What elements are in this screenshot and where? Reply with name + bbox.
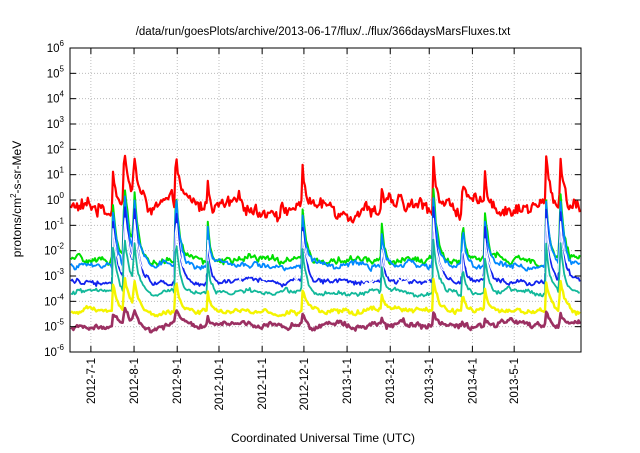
y-tick-label: 10-2 [44, 242, 64, 258]
y-tick-exponent: -3 [57, 267, 65, 276]
y-tick-base: 10 [44, 271, 57, 283]
y-tick-label: 10-6 [44, 343, 64, 359]
chart-title: /data/run/goesPlots/archive/2013-06-17/f… [136, 26, 511, 38]
y-tick-labels: 10-610-510-410-310-210-11001011021031041… [44, 39, 64, 359]
y-tick-label: 10-3 [44, 267, 64, 283]
y-tick-label: 104 [47, 90, 65, 106]
y-tick-label: 10-1 [44, 216, 64, 232]
y-tick-exponent: -5 [57, 318, 65, 327]
y-tick-base: 10 [44, 347, 57, 359]
y-tick-exponent: -6 [57, 343, 65, 352]
y-axis-label-sup: 2 [9, 193, 18, 198]
y-tick-exponent: 4 [60, 90, 65, 99]
x-tick-label: 2012-8-1 [129, 358, 141, 404]
y-axis-label-suffix: -s-sr-MeV [10, 141, 24, 194]
x-tick-label: 2012-12-1 [299, 358, 311, 410]
y-tick-label: 106 [47, 39, 65, 55]
x-tick-label: 2013-5-1 [509, 358, 521, 404]
y-tick-base: 10 [47, 119, 60, 131]
y-tick-exponent: -1 [57, 216, 65, 225]
y-tick-base: 10 [47, 144, 60, 156]
series-line-8 [70, 306, 582, 334]
x-tick-labels: 2012-7-1 2012-8-1 2012-9-1 2012-10-1 2012-11… [86, 358, 521, 410]
y-tick-exponent: -4 [57, 292, 65, 301]
y-tick-label: 103 [47, 115, 65, 131]
series-line-5 [70, 217, 581, 283]
y-tick-base: 10 [44, 296, 57, 308]
y-tick-base: 10 [47, 68, 60, 80]
x-tick-label: 2012-10-1 [214, 358, 226, 410]
x-tick-label: 2013-2-1 [385, 358, 397, 404]
y-tick-base: 10 [44, 220, 57, 232]
x-tick-label: 2012-9-1 [172, 358, 184, 404]
y-tick-label: 102 [47, 140, 65, 156]
y-tick-base: 10 [47, 170, 60, 182]
y-tick-exponent: 6 [60, 39, 65, 48]
y-axis-label-prefix: protons/cm [10, 198, 24, 257]
y-tick-base: 10 [47, 43, 60, 55]
x-axis-label: Coordinated Universal Time (UTC) [231, 431, 415, 445]
axis-ticks [70, 47, 581, 353]
y-tick-label: 105 [47, 64, 65, 80]
series-line-1 [69, 154, 581, 224]
series-line-4 [70, 206, 581, 288]
series-group [69, 154, 582, 334]
y-tick-exponent: 0 [60, 191, 65, 200]
y-tick-exponent: 1 [60, 166, 65, 175]
y-tick-base: 10 [47, 94, 60, 106]
y-tick-label: 10-4 [44, 292, 64, 308]
y-tick-label: 10-5 [44, 318, 64, 334]
y-tick-base: 10 [44, 246, 57, 258]
y-tick-exponent: 3 [60, 115, 65, 124]
x-tick-label: 2012-11-1 [257, 358, 269, 410]
y-tick-label: 100 [47, 191, 65, 207]
series-line-7 [70, 277, 581, 318]
y-axis-label: protons/cm2-s-sr-MeV [9, 141, 24, 257]
x-tick-label: 2013-1-1 [342, 358, 354, 404]
y-tick-base: 10 [47, 195, 60, 207]
x-tick-label: 2013-4-1 [467, 358, 479, 404]
y-tick-exponent: -2 [57, 242, 65, 251]
y-tick-base: 10 [44, 322, 57, 334]
series-line-3 [70, 195, 581, 273]
x-tick-label: 2013-3-1 [424, 358, 436, 404]
y-tick-exponent: 5 [60, 64, 65, 73]
y-tick-exponent: 2 [60, 140, 65, 149]
series-line-6 [70, 238, 580, 298]
x-tick-label: 2012-7-1 [86, 358, 98, 404]
y-tick-label: 101 [47, 166, 65, 182]
